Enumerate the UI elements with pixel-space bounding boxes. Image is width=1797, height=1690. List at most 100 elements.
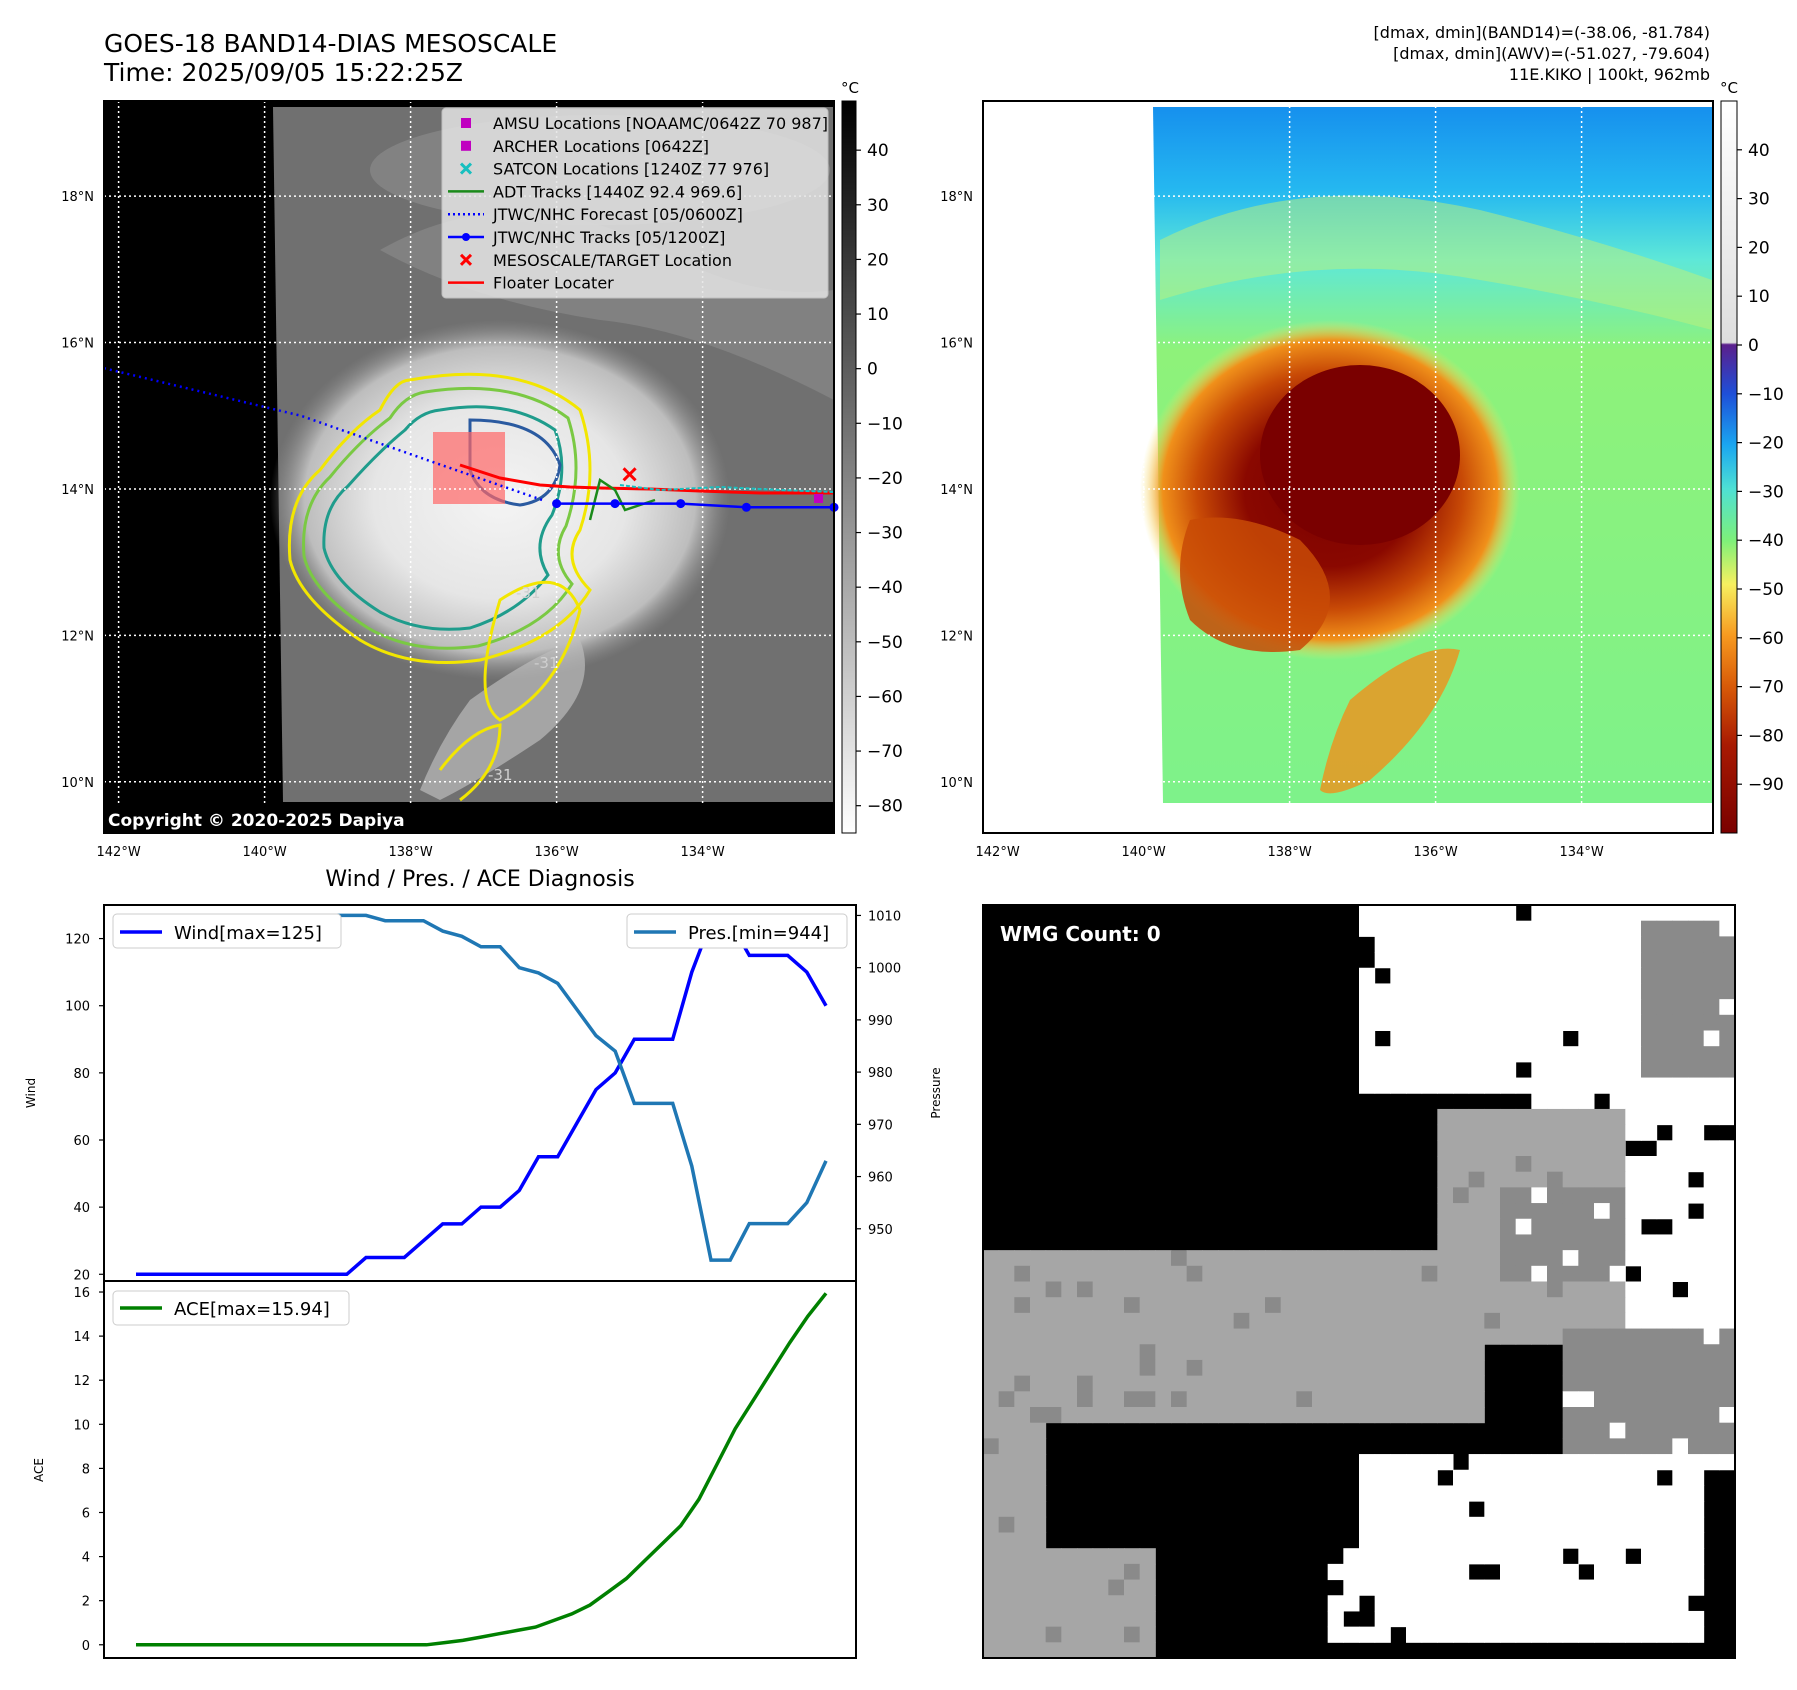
wmg-cell: [983, 1312, 1000, 1330]
wmg-cell: [1171, 1312, 1188, 1330]
wmg-cell: [1625, 1014, 1642, 1031]
wmg-cell: [1453, 967, 1470, 984]
wmg-cell: [1688, 1469, 1705, 1486]
wmg-cell: [1719, 967, 1736, 984]
wmg-cell: [1547, 1187, 1564, 1204]
wmg-cell: [1500, 1218, 1517, 1235]
wmg-cell: [1688, 936, 1705, 953]
wmg-cell: [1688, 1501, 1705, 1518]
wmg-cell: [1656, 999, 1673, 1016]
wmg-cell: [1265, 1359, 1282, 1377]
wmg-cell: [1343, 1328, 1360, 1345]
wv-colorbar-label: −30: [1748, 482, 1784, 502]
wmg-cell: [1531, 1250, 1548, 1267]
wmg-cell: [1468, 967, 1485, 984]
wmg-cell: [1139, 1595, 1156, 1612]
wmg-cell: [1562, 1265, 1579, 1282]
wmg-cell: [1578, 1234, 1595, 1251]
wmg-cell: [1578, 1375, 1595, 1392]
wmg-cell: [1531, 1077, 1548, 1094]
wmg-cell: [1562, 1501, 1579, 1518]
ir-colorbar-label: 10: [867, 305, 889, 325]
wmg-cell: [1139, 1281, 1156, 1298]
wmg-cell: [1688, 1156, 1705, 1173]
wmg-cell: [1437, 905, 1454, 922]
wv-lon-label: 138°W: [1268, 845, 1312, 860]
wmg-cell: [1186, 1375, 1203, 1392]
wmg-cell: [1515, 1297, 1532, 1314]
wmg-cell: [1421, 1501, 1438, 1518]
wmg-cell: [1484, 1014, 1501, 1031]
wmg-cell: [1578, 1093, 1595, 1110]
wmg-cell: [1594, 999, 1611, 1016]
wmg-cell: [1124, 1328, 1141, 1345]
wv-colorbar-label: −80: [1748, 726, 1784, 746]
wmg-cell: [1500, 1140, 1517, 1157]
wmg-cell: [983, 1626, 1000, 1643]
wmg-cell: [1421, 1391, 1438, 1408]
wmg-cell: [983, 1595, 1000, 1612]
wmg-cell: [1218, 1375, 1235, 1392]
wmg-cell: [1484, 1595, 1501, 1612]
wmg-cell: [1406, 1312, 1423, 1330]
wv-colorbar-label: 20: [1748, 238, 1770, 258]
wmg-cell: [1421, 1626, 1438, 1643]
wmg-cell: [1562, 1438, 1579, 1455]
wmg-cell: [1703, 1359, 1720, 1377]
wmg-cell: [1484, 905, 1501, 922]
wmg-cell: [1484, 1203, 1501, 1220]
wmg-cell: [1578, 1328, 1595, 1345]
wmg-cell: [1609, 1595, 1626, 1612]
wmg-cell: [1406, 920, 1423, 937]
wmg-cell: [1406, 1563, 1423, 1581]
wmg-cell: [1719, 1344, 1736, 1361]
wmg-cell: [1578, 920, 1595, 937]
wmg-cell: [1406, 1626, 1423, 1643]
wmg-cell: [1594, 1438, 1611, 1455]
wmg-cell: [1562, 1187, 1579, 1204]
wmg-cell: [1077, 1375, 1094, 1392]
wmg-cell: [983, 1328, 1000, 1345]
wmg-cell: [1594, 1563, 1611, 1581]
wmg-cell: [1625, 1595, 1642, 1612]
wmg-cell: [983, 1375, 1000, 1392]
wmg-cell: [1515, 1548, 1532, 1565]
wmg-cell: [1562, 1218, 1579, 1235]
wmg-cell: [1641, 920, 1658, 937]
ir-contour-teal: [322, 405, 564, 631]
wmg-cell: [1578, 1312, 1595, 1330]
wmg-cell: [1562, 905, 1579, 922]
wmg-cell: [1656, 1108, 1673, 1126]
wmg-cell: [1594, 936, 1611, 953]
wmg-cell: [1406, 1297, 1423, 1314]
wmg-cell: [1359, 1281, 1376, 1298]
wmg-cell: [1625, 952, 1642, 969]
wmg-cell: [1719, 1407, 1736, 1424]
ir-legend-box: [441, 107, 829, 299]
wmg-cell: [1296, 1344, 1313, 1361]
wmg-cell: [1641, 1438, 1658, 1455]
wmg-cell: [1515, 1187, 1532, 1204]
wmg-cell: [1390, 1359, 1407, 1377]
wmg-cell: [1453, 1218, 1470, 1235]
wmg-cell: [1296, 1391, 1313, 1408]
wmg-cell: [1045, 1297, 1062, 1314]
wmg-cell: [983, 1642, 1000, 1659]
wmg-cell: [1233, 1281, 1250, 1298]
wmg-cell: [1547, 1469, 1564, 1486]
wmg-cell: [1327, 1407, 1344, 1424]
ir-colorbar-unit: °C: [841, 79, 859, 97]
wmg-cell: [1688, 1014, 1705, 1031]
wmg-cell: [1656, 1501, 1673, 1518]
wmg-cell: [1468, 1281, 1485, 1298]
wmg-cell: [1484, 1140, 1501, 1157]
wmg-cell: [1719, 1187, 1736, 1204]
wmg-cell: [1343, 1579, 1360, 1596]
wmg-cell: [1186, 1328, 1203, 1345]
wmg-cell: [1703, 905, 1720, 922]
wmg-cell: [1249, 1328, 1266, 1345]
wmg-cell: [1547, 1093, 1564, 1110]
wmg-cell: [1703, 1046, 1720, 1063]
wmg-cell: [1625, 1563, 1642, 1581]
wmg-cell: [1249, 1281, 1266, 1298]
